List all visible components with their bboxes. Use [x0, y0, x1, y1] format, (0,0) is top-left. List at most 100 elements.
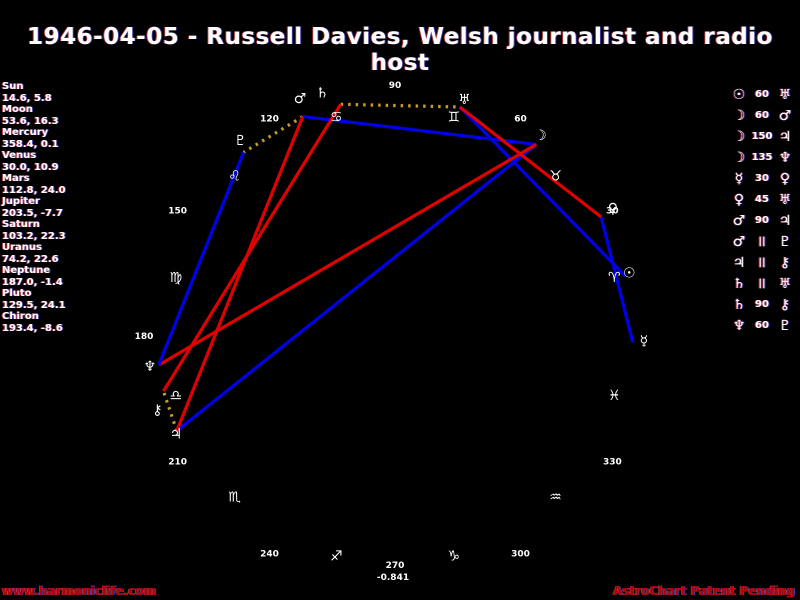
degree-label-240: 240: [260, 549, 279, 559]
sign-glyph-pisces-icon: ♓: [608, 388, 621, 404]
planet-glyph-mars-icon: ♂: [294, 91, 307, 107]
aspect-row-venus-uranus: ♀ 45 ♅: [730, 189, 794, 210]
degree-label-90: 90: [389, 81, 402, 91]
planet-coords-uranus: 74.2, 22.6: [2, 253, 59, 265]
planet-name-sun: Sun: [2, 81, 24, 92]
planet-position-panel: Sun 14.6, 5.8 Moon 53.6, 16.3 Mercury 358.4, …: [2, 81, 66, 334]
aspect-planet1-saturn-icon: ♄: [732, 296, 746, 313]
degree-label-120: 120: [260, 115, 279, 125]
aspect-planet1-saturn-icon: ♄: [732, 275, 746, 292]
aspect-angle: 135: [751, 152, 773, 163]
aspect-row-sun-uranus: ☉ 60 ♅: [730, 84, 794, 105]
sign-glyph-libra-icon: ♎: [169, 388, 182, 404]
planet-glyph-jupiter-icon: ♃: [170, 427, 183, 443]
aspect-planet1-mars-icon: ♂: [732, 212, 746, 229]
aspect-line-moon-neptune: [157, 143, 538, 367]
sign-glyph-leo-icon: ♌: [228, 168, 241, 184]
sign-glyph-gemini-icon: ♊: [447, 110, 460, 126]
aspect-planet2-neptune-icon: ♆: [778, 149, 792, 166]
aspect-planet2-uranus-icon: ♅: [778, 86, 792, 103]
planet-name-uranus: Uranus: [2, 242, 42, 253]
planet-coords-venus: 30.0, 10.9: [2, 161, 59, 173]
sign-glyph-scorpio-icon: ♏: [228, 490, 241, 506]
aspect-planet2-jupiter-icon: ♃: [778, 128, 792, 145]
sign-glyph-taurus-icon: ♉: [549, 168, 562, 184]
aspect-planet1-moon-icon: ☽: [732, 107, 746, 124]
sign-glyph-virgo-icon: ♍: [169, 270, 182, 286]
planet-glyph-neptune-icon: ♆: [144, 359, 157, 375]
planet-coords-jupiter: 203.5, -7.7: [2, 207, 63, 219]
aspect-row-moon-mars: ☽ 60 ♂: [730, 105, 794, 126]
degree-label-150: 150: [168, 207, 187, 217]
aspect-line-moon-jupiter: [175, 143, 538, 433]
aspect-planet1-moon-icon: ☽: [732, 149, 746, 166]
aspect-planet2-uranus-icon: ♅: [778, 191, 792, 208]
planet-name-moon: Moon: [2, 104, 33, 115]
aspect-row-saturn-chiron: ♄ 90 ⚷: [730, 294, 794, 315]
aspect-angle: ||: [758, 278, 766, 289]
sign-glyph-cancer-icon: ♋: [330, 110, 343, 126]
degree-label-210: 210: [168, 458, 187, 468]
aspect-angle: 90: [755, 215, 769, 226]
sign-glyph-aquarius-icon: ♒: [549, 490, 562, 506]
planet-name-mars: Mars: [2, 173, 30, 184]
planet-coords-mercury: 358.4, 0.1: [2, 138, 59, 150]
planet-coords-sun: 14.6, 5.8: [2, 92, 52, 104]
planet-name-jupiter: Jupiter: [2, 196, 40, 207]
planet-coords-chiron: 193.4, -8.6: [2, 322, 63, 334]
aspect-planet1-mercury-icon: ☿: [734, 170, 744, 187]
aspect-planet1-mars-icon: ♂: [732, 233, 746, 250]
aspect-line-neptune-pluto: [157, 151, 246, 366]
aspect-row-mars-pluto: ♂ || ♇: [730, 231, 794, 252]
aspect-planet2-chiron-icon: ⚷: [779, 296, 791, 313]
planet-glyph-mercury-icon: ☿: [640, 334, 649, 350]
website-link: www.harmoniclife.com: [2, 584, 157, 598]
aspect-line-saturn-uranus: [340, 102, 460, 109]
sign-glyph-sagittarius-icon: ♐: [330, 548, 343, 564]
aspect-planet1-moon-icon: ☽: [732, 128, 746, 145]
aspect-planet2-pluto-icon: ♇: [778, 233, 792, 250]
sign-glyph-capricorn-icon: ♑: [447, 548, 460, 564]
aspect-angle: ||: [758, 257, 766, 268]
aspect-list-panel: ☉ 60 ♅ ☽ 60 ♂ ☽ 150 ♃ ☽ 135 ♆ ☿ 30 ♀ ♀ 45 ♅ ♂ 90 ♃ ♂ || ♇ ♃ || ⚷ ♄ |…: [730, 84, 794, 336]
planet-name-mercury: Mercury: [2, 127, 49, 138]
planet-coords-saturn: 103.2, 22.3: [2, 230, 66, 242]
aspect-row-mars-jupiter: ♂ 90 ♃: [730, 210, 794, 231]
aspect-line-mercury-venus: [599, 216, 635, 344]
aspect-planet2-uranus-icon: ♅: [778, 275, 792, 292]
aspect-row-neptune-pluto: ♆ 60 ♇: [730, 315, 794, 336]
planet-glyph-sun-icon: ☉: [623, 266, 636, 282]
planet-name-neptune: Neptune: [2, 265, 51, 276]
planet-glyph-pluto-icon: ♇: [234, 133, 247, 149]
aspect-angle: 60: [755, 89, 769, 100]
aspect-line-mars-jupiter: [175, 116, 305, 432]
aspect-planet2-mars-icon: ♂: [778, 107, 792, 124]
planet-name-pluto: Pluto: [2, 288, 32, 299]
planet-glyph-chiron-icon: ⚷: [152, 403, 162, 419]
planet-name-venus: Venus: [2, 150, 37, 161]
degree-label-300: 300: [511, 549, 530, 559]
aspect-row-saturn-uranus: ♄ || ♅: [730, 273, 794, 294]
planet-coords-moon: 53.6, 16.3: [2, 115, 59, 127]
aspect-angle: ||: [758, 236, 766, 247]
degree-label-60: 60: [514, 115, 527, 125]
aspect-angle: 45: [755, 194, 769, 205]
aspect-line-saturn-chiron: [162, 103, 343, 392]
aspect-planet1-sun-icon: ☉: [732, 86, 746, 103]
aspect-angle: 150: [751, 131, 773, 142]
planet-glyph-uranus-icon: ♅: [458, 92, 471, 108]
page-title: 1946-04-05 - Russell Davies, Welsh journ…: [27, 24, 773, 76]
aspect-row-jupiter-chiron: ♃ || ⚷: [730, 252, 794, 273]
aspect-planet2-jupiter-icon: ♃: [778, 212, 792, 229]
planet-coords-pluto: 129.5, 24.1: [2, 299, 66, 311]
sign-glyph-aries-icon: ♈: [608, 270, 621, 286]
aspect-angle: 90: [755, 299, 769, 310]
aspect-row-moon-neptune: ☽ 135 ♆: [730, 147, 794, 168]
aspect-planet1-neptune-icon: ♆: [732, 317, 746, 334]
aspect-planet1-jupiter-icon: ♃: [732, 254, 746, 271]
aspect-planet2-chiron-icon: ⚷: [779, 254, 791, 271]
aspect-planet2-pluto-icon: ♇: [778, 317, 792, 334]
degree-label-330: 330: [603, 458, 622, 468]
